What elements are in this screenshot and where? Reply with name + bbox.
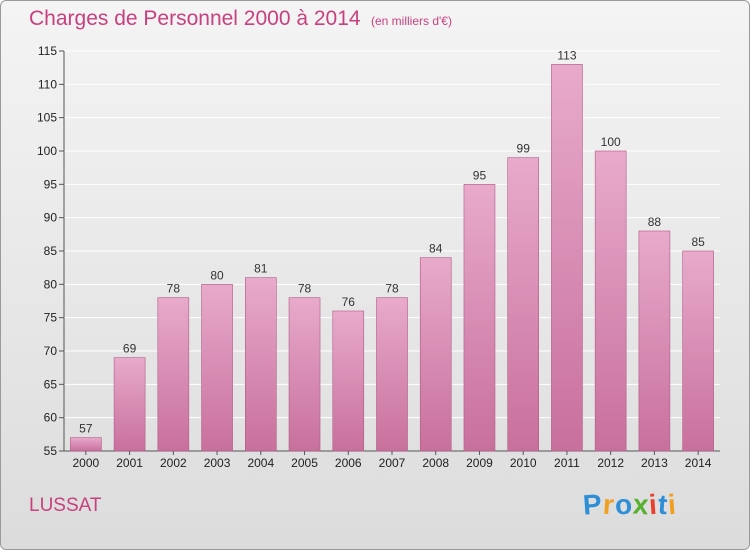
y-tick-label: 95 (44, 177, 58, 191)
data-label: 69 (123, 342, 137, 356)
logo-letter: i (667, 488, 679, 521)
bar (245, 277, 277, 452)
y-tick-label: 55 (44, 444, 58, 458)
y-tick-label: 65 (44, 377, 58, 391)
y-tick-label: 110 (38, 77, 57, 91)
bar (201, 284, 233, 452)
chart-title: Charges de Personnel 2000 à 2014 (29, 7, 361, 30)
x-tick-label: 2006 (335, 456, 362, 470)
x-tick-label: 2009 (466, 456, 493, 470)
x-tick-label: 2004 (247, 456, 274, 470)
data-label: 78 (385, 282, 399, 296)
chart-subtitle: (en milliers d'€) (371, 14, 452, 28)
x-tick-label: 2003 (204, 456, 231, 470)
bar (682, 250, 714, 452)
bar (419, 257, 452, 452)
x-tick-label: 2013 (641, 456, 668, 470)
data-label: 113 (557, 48, 576, 62)
data-label: 99 (517, 142, 531, 156)
data-label: 57 (79, 422, 93, 436)
data-label: 84 (429, 242, 443, 256)
bar (113, 357, 146, 452)
y-tick-label: 60 (44, 411, 58, 425)
x-tick-label: 2012 (597, 456, 624, 470)
data-label: 81 (254, 262, 268, 276)
logo-letter: o (613, 488, 634, 521)
bar (332, 310, 365, 452)
bar (594, 150, 627, 452)
x-tick-label: 2001 (116, 456, 143, 470)
x-tick-label: 2011 (554, 456, 580, 470)
bar (70, 437, 102, 452)
y-tick-label: 70 (44, 344, 58, 358)
bar (638, 230, 671, 452)
y-tick-label: 75 (44, 311, 58, 325)
y-tick-label: 105 (37, 111, 57, 125)
x-tick-label: 2002 (160, 456, 187, 470)
x-tick-label: 2007 (379, 456, 406, 470)
logo-letter: P (581, 488, 604, 521)
y-tick-label: 90 (44, 211, 58, 225)
bar (507, 157, 540, 452)
data-label: 88 (648, 215, 662, 229)
x-tick-label: 2008 (422, 456, 449, 470)
bar (157, 297, 190, 452)
data-label: 80 (210, 268, 224, 282)
bar (551, 64, 583, 452)
bar (288, 297, 321, 452)
x-tick-label: 2005 (291, 456, 318, 470)
proxiti-logo: Proxiti (581, 488, 679, 521)
x-tick-label: 2014 (685, 456, 712, 470)
y-tick-label: 85 (44, 244, 58, 258)
town-name: LUSSAT (29, 495, 102, 516)
x-tick-label: 2000 (73, 456, 100, 470)
data-label: 76 (342, 295, 356, 309)
y-tick-label: 80 (44, 277, 58, 291)
y-tick-label: 100 (37, 144, 57, 158)
data-label: 100 (601, 135, 621, 149)
data-label: 78 (298, 282, 312, 296)
bar (463, 184, 496, 452)
bar (376, 297, 408, 452)
data-label: 78 (167, 282, 181, 296)
data-label: 85 (691, 235, 705, 249)
data-label: 95 (473, 168, 487, 182)
x-tick-label: 2010 (510, 456, 537, 470)
y-tick-label: 115 (38, 44, 57, 58)
